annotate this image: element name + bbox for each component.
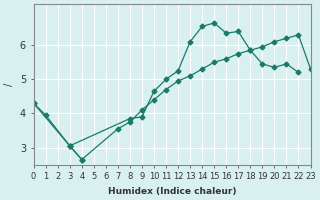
Y-axis label: /: / <box>4 83 14 86</box>
X-axis label: Humidex (Indice chaleur): Humidex (Indice chaleur) <box>108 187 236 196</box>
